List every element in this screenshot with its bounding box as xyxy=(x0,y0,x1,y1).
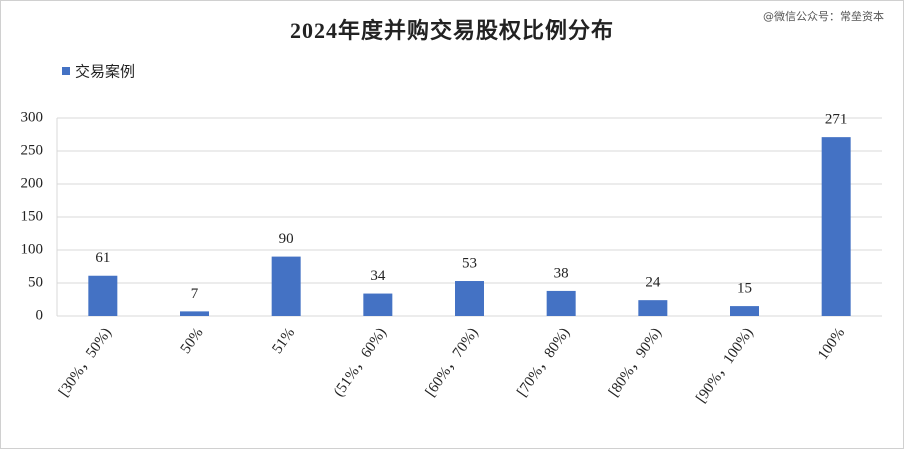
bar xyxy=(363,293,393,316)
legend-label: 交易案例 xyxy=(75,63,135,81)
data-label: 271 xyxy=(825,112,848,128)
y-tick-label: 100 xyxy=(21,241,44,257)
bar xyxy=(88,275,118,316)
bar xyxy=(455,281,484,316)
bar xyxy=(638,300,668,316)
bar xyxy=(821,137,851,316)
data-label: 7 xyxy=(191,286,199,302)
data-label: 34 xyxy=(370,268,386,284)
bar xyxy=(730,306,759,316)
data-label: 24 xyxy=(645,275,661,291)
y-tick-label: 50 xyxy=(28,274,43,290)
chart-title: 2024年度并购交易股权比例分布 xyxy=(290,18,614,43)
y-tick-label: 150 xyxy=(21,208,44,224)
legend-swatch xyxy=(62,67,70,75)
y-tick-label: 0 xyxy=(36,307,44,323)
watermark: @微信公众号：常垒资本 xyxy=(763,9,884,23)
data-label: 61 xyxy=(95,250,110,266)
bar xyxy=(546,290,576,316)
data-label: 90 xyxy=(279,231,294,247)
y-tick-label: 250 xyxy=(21,142,44,158)
data-label: 53 xyxy=(462,255,477,271)
bar xyxy=(271,256,301,316)
y-tick-label: 200 xyxy=(21,175,44,191)
data-label: 38 xyxy=(554,265,569,281)
bar xyxy=(180,311,209,316)
data-label: 15 xyxy=(737,281,752,297)
y-tick-label: 300 xyxy=(21,109,44,125)
